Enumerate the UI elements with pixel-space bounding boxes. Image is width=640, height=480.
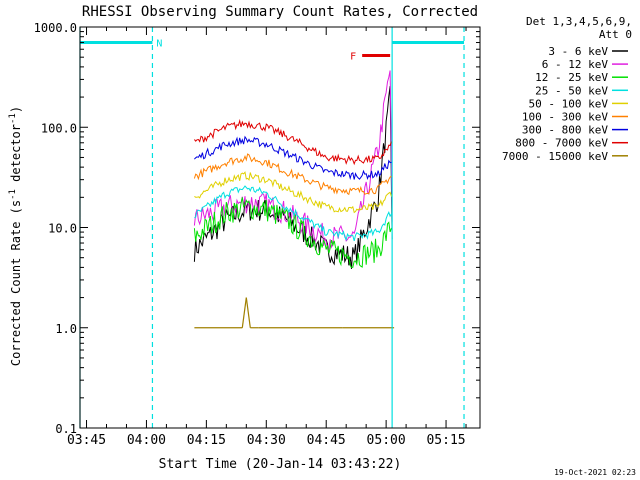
series-line [194,118,392,166]
legend-label: 300 - 800 keV [522,124,608,137]
y-tick-label: 0.1 [55,422,77,436]
x-tick-label: 04:15 [187,433,226,448]
flag-label: N [156,39,162,50]
y-tick-label: 1.0 [55,322,77,336]
x-tick-label: 03:45 [67,433,106,448]
legend-label: 25 - 50 keV [535,84,608,97]
series-line [241,297,247,328]
chart-title: RHESSI Observing Summary Count Rates, Co… [82,4,478,20]
y-tick-label: 10.0 [48,222,77,236]
x-tick-label: 05:00 [367,433,406,448]
series-line [194,171,392,214]
x-tick-label: 04:00 [127,433,166,448]
y-tick-label: 100.0 [41,121,77,135]
legend-label: 7000 - 15000 keV [502,150,608,163]
footer-timestamp: 19-Oct-2021 02:23 [554,468,636,477]
legend-label: 3 - 6 keV [548,45,608,58]
series-line [194,185,392,242]
legend-label: 6 - 12 keV [542,58,609,71]
series-line [193,153,392,196]
plot-frame [79,26,481,429]
y-tick-label: 1000.0 [34,21,77,35]
series-line [245,297,251,328]
x-tick-label: 04:45 [307,433,346,448]
legend-header: Det 1,3,4,5,6,9, [526,15,632,28]
legend-label: 100 - 300 keV [522,111,608,124]
y-axis-label: Corrected Count Rate (s-1 detector-1) [8,106,23,366]
flag-label: F [350,51,356,62]
x-axis-label: Start Time (20-Jan-14 03:43:22) [159,457,402,472]
x-tick-label: 04:30 [247,433,286,448]
legend-label: 50 - 100 keV [529,97,609,110]
series-line [193,197,392,268]
legend-header: Att 0 [599,28,632,41]
x-tick-label: 05:15 [426,433,465,448]
series-line [194,135,392,181]
legend-label: 800 - 7000 keV [515,137,608,150]
legend-label: 12 - 25 keV [535,71,608,84]
